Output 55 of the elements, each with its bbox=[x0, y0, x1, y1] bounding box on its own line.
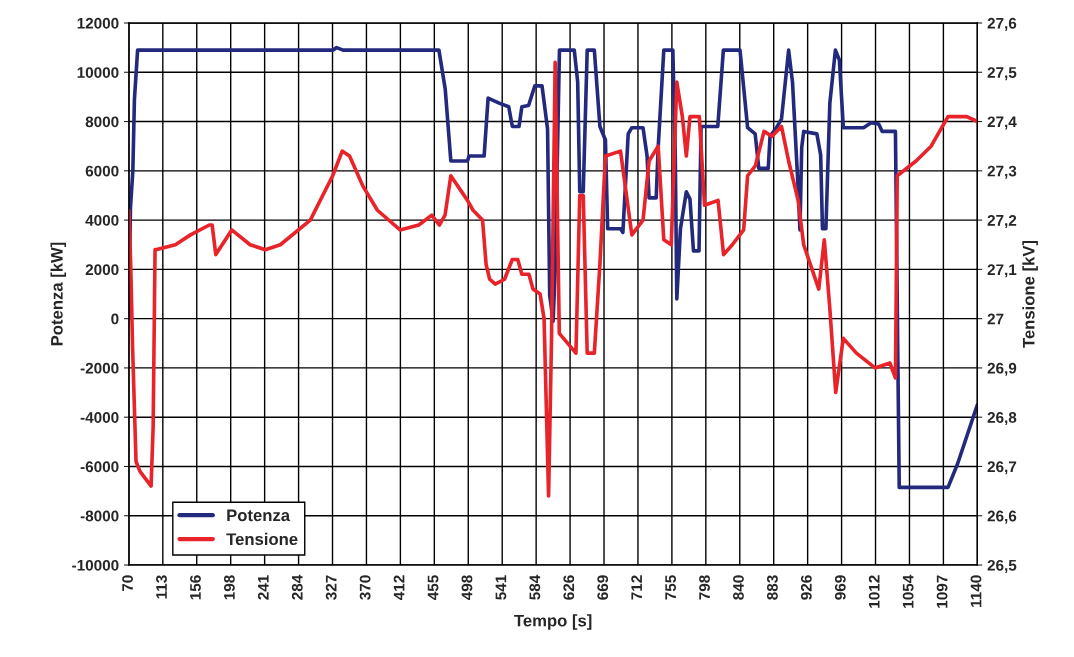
x-tick-label: 70 bbox=[122, 575, 133, 592]
y2-tick-label: 27,1 bbox=[987, 264, 1017, 278]
x-tick-label: 626 bbox=[563, 575, 575, 600]
y-tick-label: 0 bbox=[111, 313, 119, 325]
x-tick-label: 412 bbox=[393, 575, 405, 600]
x-axis-title: Tempo [s] bbox=[514, 614, 592, 630]
x-tick-label: 156 bbox=[190, 575, 201, 600]
y2-tick-label: 26,8 bbox=[987, 412, 1017, 426]
y-tick-label: 8000 bbox=[85, 116, 119, 128]
y-tick-label: 6000 bbox=[85, 165, 119, 177]
y-tick-label: -2000 bbox=[80, 362, 119, 374]
x-tick-label: 1012 bbox=[868, 575, 880, 608]
x-tick-label: 926 bbox=[800, 575, 812, 600]
y-tick-label: -10000 bbox=[72, 559, 119, 571]
y2-tick-label: 27,6 bbox=[987, 17, 1017, 31]
y2-tick-label: 27,5 bbox=[987, 67, 1017, 81]
x-tick-label: 969 bbox=[834, 575, 846, 600]
x-tick-label: 198 bbox=[223, 575, 235, 600]
y-tick-label: 4000 bbox=[85, 214, 119, 226]
legend-label: Potenza bbox=[227, 509, 291, 522]
y-tick-label: 12000 bbox=[77, 17, 119, 29]
y2-tick-label: 27,4 bbox=[987, 116, 1017, 130]
x-tick-label: 241 bbox=[257, 575, 269, 600]
x-tick-label: 840 bbox=[733, 575, 744, 600]
y-tick-label: -6000 bbox=[80, 461, 119, 473]
y-axis-title: Potenza [kW] bbox=[50, 242, 67, 346]
y-tick-label: 10000 bbox=[77, 67, 119, 78]
x-tick-label: 284 bbox=[291, 574, 303, 600]
x-tick-label: 370 bbox=[359, 575, 371, 600]
x-tick-label: 883 bbox=[766, 575, 778, 600]
x-tick-label: 755 bbox=[665, 575, 676, 600]
x-tick-label: 327 bbox=[325, 575, 337, 600]
y2-tick-label: 27,3 bbox=[987, 165, 1017, 179]
x-tick-label: 541 bbox=[495, 575, 507, 600]
y2-tick-label: 26,5 bbox=[987, 559, 1017, 573]
x-tick-label: 712 bbox=[631, 575, 642, 600]
y2-axis-title: Tensione [kV] bbox=[1022, 240, 1038, 348]
x-tick-label: 584 bbox=[529, 574, 541, 600]
x-tick-label: 113 bbox=[156, 575, 167, 599]
x-tick-label: 455 bbox=[427, 575, 439, 600]
y2-tick-label: 27 bbox=[987, 313, 1004, 325]
y2-tick-label: 26,9 bbox=[987, 362, 1017, 376]
x-tick-label: 498 bbox=[461, 575, 473, 600]
x-tick-label: 1140 bbox=[970, 575, 982, 607]
y-tick-label: -8000 bbox=[80, 510, 119, 522]
x-tick-label: 669 bbox=[597, 575, 609, 600]
y2-tick-label: 27,2 bbox=[987, 214, 1017, 228]
y2-tick-label: 26,7 bbox=[987, 461, 1017, 475]
legend-label: Tensione bbox=[226, 532, 298, 546]
y2-tick-label: 26,6 bbox=[987, 510, 1017, 524]
x-tick-label: 1097 bbox=[936, 575, 948, 608]
y-tick-label: -4000 bbox=[80, 412, 119, 423]
x-tick-label: 798 bbox=[699, 575, 710, 600]
y-tick-label: 2000 bbox=[85, 264, 119, 276]
x-tick-label: 1054 bbox=[902, 574, 914, 608]
